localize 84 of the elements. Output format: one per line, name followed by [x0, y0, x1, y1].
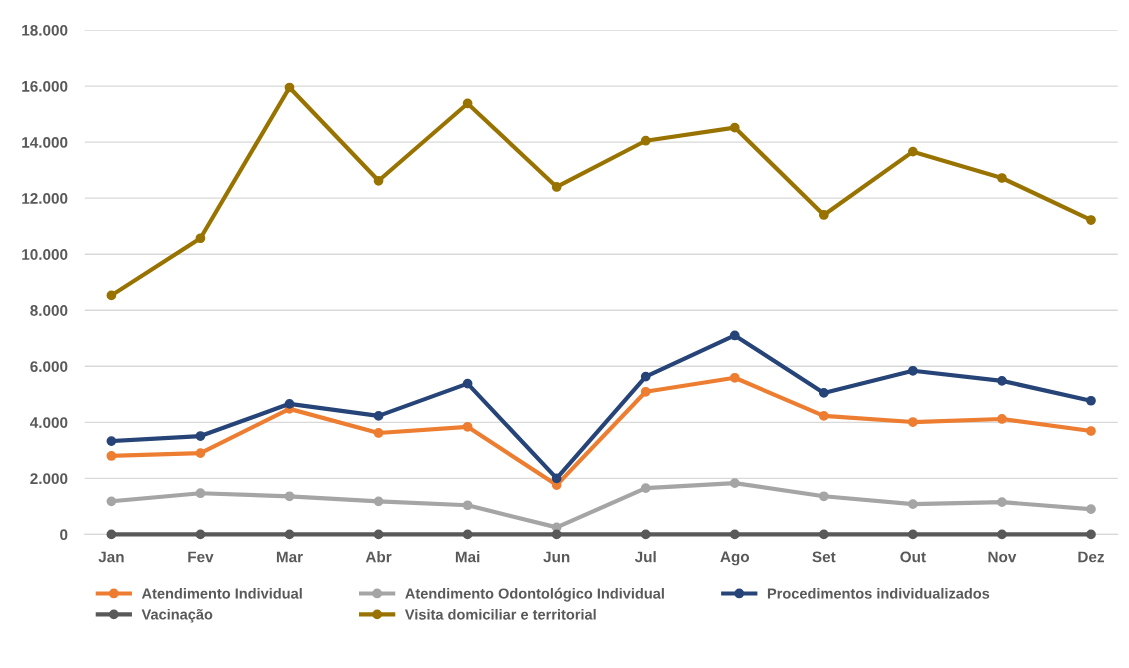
point	[729, 330, 740, 341]
x-tick-label: Ago	[720, 551, 750, 566]
legend-label: Atendimento Odontológico Individual	[405, 587, 664, 602]
point	[462, 500, 473, 511]
point	[195, 431, 206, 441]
point	[551, 473, 562, 484]
x-tick-label: Fev	[188, 551, 214, 563]
x-tick-label: Out	[900, 551, 926, 563]
point	[908, 417, 918, 427]
x-tick-label: Jul	[634, 551, 656, 563]
point	[106, 451, 117, 461]
x-tick-label: Mai	[455, 551, 480, 563]
y-tick-label: 10.000	[22, 249, 68, 260]
y-tick-label: 8.000	[30, 305, 68, 316]
x-tick-label: Jun	[543, 551, 570, 563]
point	[729, 529, 740, 540]
y-tick-label: 18.000	[22, 24, 68, 36]
point	[106, 290, 117, 301]
point	[818, 388, 829, 398]
point	[640, 483, 651, 494]
point	[818, 529, 829, 540]
point	[997, 414, 1007, 424]
point	[640, 371, 651, 382]
point	[818, 210, 829, 220]
y-tick-label: 14.000	[22, 137, 68, 148]
y-tick-label: 16.000	[22, 80, 68, 92]
point	[551, 182, 562, 192]
x-tick-label: Nov	[988, 551, 1017, 563]
point	[106, 529, 117, 540]
point	[1086, 529, 1096, 540]
point	[640, 135, 651, 146]
point	[1086, 426, 1096, 436]
point	[195, 529, 206, 540]
point	[818, 491, 829, 502]
point	[551, 529, 562, 540]
point	[462, 421, 473, 432]
point	[462, 529, 473, 540]
point	[997, 497, 1007, 508]
point	[462, 378, 473, 389]
legend-label: Procedimentos individualizados	[767, 588, 990, 599]
point	[1086, 504, 1096, 515]
point	[195, 488, 206, 499]
point	[373, 529, 384, 540]
x-tick-label: Dez	[1078, 551, 1105, 563]
point	[1086, 215, 1096, 225]
point	[908, 499, 918, 510]
x-tick-label: Abr	[365, 551, 392, 563]
point	[284, 398, 295, 409]
point	[195, 233, 206, 244]
point	[1086, 395, 1096, 406]
point	[373, 175, 384, 186]
legend-label: Visita domiciliar e territorial	[404, 608, 596, 620]
point	[640, 386, 651, 397]
legend-label: Vacinação	[141, 608, 213, 623]
point	[373, 428, 384, 438]
point	[284, 491, 295, 502]
point	[729, 122, 740, 133]
x-tick-label: Jan	[98, 551, 124, 563]
point	[106, 496, 117, 507]
point	[106, 436, 117, 446]
y-tick-label: 4.000	[30, 417, 68, 429]
point	[729, 478, 740, 488]
point	[908, 146, 918, 157]
point	[818, 411, 829, 421]
point	[373, 496, 384, 507]
point	[997, 529, 1007, 540]
y-tick-label: 0	[60, 529, 68, 541]
point	[640, 529, 651, 540]
y-tick-label: 12.000	[22, 193, 68, 204]
y-tick-label: 2.000	[30, 473, 68, 485]
point	[462, 98, 473, 109]
point	[908, 529, 918, 540]
legend-label: Atendimento Individual	[141, 588, 302, 599]
point	[284, 82, 295, 93]
x-tick-label: Set	[812, 551, 836, 563]
point	[195, 448, 206, 459]
point	[373, 411, 384, 421]
point	[997, 375, 1007, 386]
point	[997, 173, 1007, 183]
point	[908, 365, 918, 376]
x-tick-label: Mar	[276, 551, 303, 563]
point	[284, 529, 295, 540]
y-tick-label: 6.000	[30, 361, 68, 372]
point	[729, 372, 740, 383]
